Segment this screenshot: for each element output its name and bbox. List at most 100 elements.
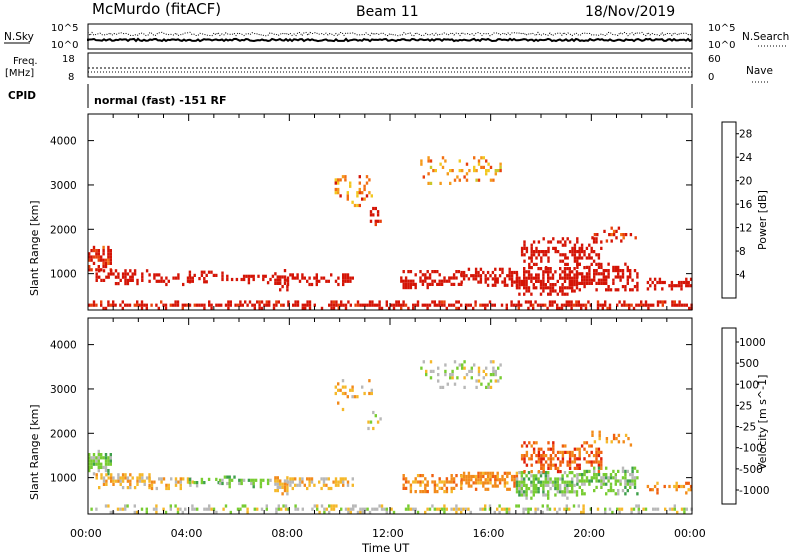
heatmap-cell: [527, 273, 531, 277]
heatmap-cell: [568, 240, 572, 244]
heatmap-cell: [683, 507, 686, 511]
heatmap-cell: [578, 447, 581, 451]
heatmap-cell: [484, 507, 487, 511]
heatmap-cell: [631, 479, 634, 483]
heatmap-cell: [603, 229, 606, 233]
heatmap-cell: [626, 489, 629, 493]
heatmap-cell: [470, 376, 473, 380]
heatmap-cell: [685, 280, 688, 285]
heatmap-cell: [105, 479, 108, 483]
heatmap-cell: [525, 283, 528, 287]
heatmap-cell: [530, 256, 533, 260]
heatmap-cell: [549, 286, 552, 290]
heatmap-cell: [624, 433, 628, 437]
heatmap-cell: [429, 165, 433, 169]
heatmap-cell: [518, 487, 521, 491]
heatmap-cell: [441, 385, 445, 389]
heatmap-cell: [245, 274, 248, 278]
heatmap-cell: [226, 475, 229, 479]
colorbar-tick-label: 20: [739, 176, 752, 188]
heatmap-cell: [335, 504, 338, 508]
heatmap-cell: [283, 489, 287, 493]
heatmap-cell: [591, 430, 594, 434]
heatmap-cell: [368, 178, 371, 182]
heatmap-cell: [97, 265, 100, 269]
heatmap-cell: [621, 489, 625, 493]
heatmap-cell: [530, 454, 533, 458]
colorbar-tick-label: -500: [739, 464, 763, 476]
heatmap-cell: [535, 487, 538, 491]
heatmap-cell: [136, 510, 139, 514]
heatmap-cell: [100, 258, 103, 262]
heatmap-cell: [633, 476, 637, 480]
heatmap-cell: [165, 282, 168, 287]
heatmap-cell: [566, 474, 569, 478]
heatmap-cell: [489, 178, 493, 182]
heatmap-cell: [556, 240, 560, 244]
heatmap-cell: [544, 471, 547, 475]
heatmap-cell: [585, 256, 589, 260]
heatmap-cell: [286, 482, 289, 486]
heatmap-cell: [129, 482, 132, 486]
heatmap-cell: [573, 457, 577, 461]
heatmap-cell: [480, 156, 483, 160]
heatmap-cell: [600, 460, 603, 464]
heatmap-cell: [661, 280, 664, 285]
heatmap-cell: [571, 460, 574, 464]
heatmap-cell: [542, 270, 545, 274]
heatmap-cell: [497, 366, 500, 370]
heatmap-cell: [308, 303, 312, 307]
heatmap-cell: [571, 283, 574, 287]
heatmap-cell: [262, 478, 265, 482]
heatmap-cell: [482, 165, 485, 169]
heatmap-cell: [556, 470, 560, 474]
heatmap-cell: [479, 478, 483, 482]
heatmap-cell: [260, 507, 264, 511]
heatmap-cell: [250, 481, 253, 486]
heatmap-cell: [588, 281, 591, 285]
heatmap-cell: [244, 504, 247, 508]
heatmap-cell: [104, 265, 108, 269]
heatmap-cell: [585, 476, 589, 480]
heatmap-cell: [547, 471, 550, 475]
heatmap-cell: [281, 492, 284, 496]
heatmap-cell: [184, 303, 187, 307]
heatmap-cell: [342, 483, 345, 487]
nsky-panel: N.Sky 10^5 10^0 10^5 10^0 N.Search: [4, 23, 789, 51]
heatmap-cell: [328, 504, 331, 508]
heatmap-cell: [426, 483, 429, 487]
heatmap-cell: [664, 507, 667, 511]
heatmap-cell: [427, 181, 430, 185]
heatmap-cell: [210, 303, 213, 307]
heatmap-cell: [419, 474, 422, 478]
heatmap-cell: [143, 482, 146, 486]
heatmap-cell: [501, 270, 504, 275]
heatmap-cell: [443, 490, 446, 494]
heatmap-cell: [515, 283, 519, 287]
heatmap-cell: [238, 478, 241, 482]
heatmap-cell: [236, 507, 240, 511]
heatmap-cell: [563, 279, 567, 283]
heatmap-cell: [129, 269, 132, 273]
heatmap-cell: [549, 463, 553, 467]
heatmap-cell: [610, 239, 613, 243]
heatmap-cell: [559, 240, 562, 244]
heatmap-cell: [517, 300, 520, 304]
heatmap-cell: [148, 273, 151, 277]
heatmap-cell: [547, 463, 550, 467]
heatmap-cell: [597, 473, 601, 477]
heatmap-cell: [576, 240, 579, 244]
heatmap-cell: [595, 240, 598, 244]
heatmap-cell: [629, 485, 632, 489]
heatmap-cell: [525, 454, 529, 458]
heatmap-cell: [90, 255, 93, 259]
heatmap-cell: [260, 300, 264, 304]
heatmap-cell: [90, 268, 93, 272]
heatmap-cell: [633, 466, 637, 470]
heatmap-cell: [547, 292, 550, 296]
heatmap-cell: [566, 487, 569, 491]
heatmap-cell: [563, 292, 567, 296]
heatmap-cell: [427, 159, 430, 163]
heatmap-cell: [104, 258, 108, 262]
